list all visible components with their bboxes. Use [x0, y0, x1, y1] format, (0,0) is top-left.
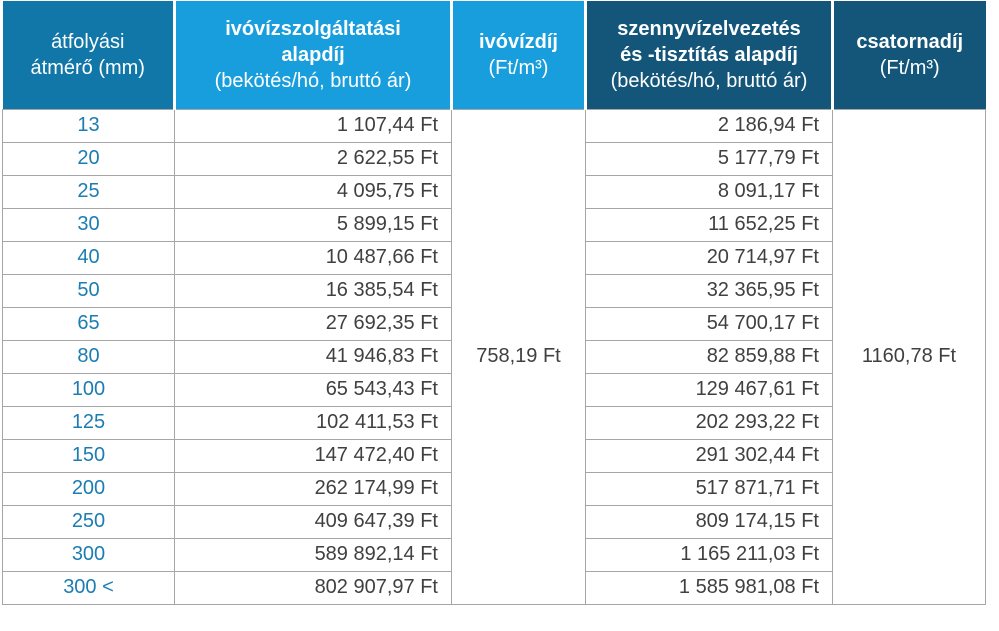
table-row: 80 41 946,83 Ft 82 859,88 Ft: [2, 339, 986, 374]
column-header-sewer-unit-fee: csatornadíj (Ft/m³): [831, 1, 986, 109]
water-base-fee-cell: 802 907,97 Ft: [174, 570, 452, 605]
sewer-base-fee-cell: 1 585 981,08 Ft: [585, 570, 833, 605]
water-base-fee-cell: 262 174,99 Ft: [174, 471, 452, 506]
sewer-base-fee-cell: 54 700,17 Ft: [585, 306, 833, 341]
diameter-cell: 300: [2, 537, 175, 572]
sewer-base-fee-cell: 82 859,88 Ft: [585, 339, 833, 374]
water-base-fee-cell: 27 692,35 Ft: [174, 306, 452, 341]
table-row: 300 <802 907,97 Ft 1 585 981,08 Ft: [2, 570, 986, 605]
water-base-fee-cell: 65 543,43 Ft: [174, 372, 452, 407]
table-row: 20 2 622,55 Ft 5 177,79 Ft: [2, 141, 986, 176]
diameter-cell: 40: [2, 240, 175, 275]
diameter-cell: 25: [2, 174, 175, 209]
sewer-base-fee-cell: 8 091,17 Ft: [585, 174, 833, 209]
water-base-fee-cell: 1 107,44 Ft: [174, 108, 452, 143]
header-title-line: ivóvízdíj: [479, 30, 558, 53]
table-row: 125 102 411,53 Ft 202 293,22 Ft: [2, 405, 986, 440]
water-unit-fee-cell: 758,19 Ft: [451, 108, 586, 605]
sewer-base-fee-cell: 1 165 211,03 Ft: [585, 537, 833, 572]
header-title-line: csatornadíj: [856, 30, 964, 53]
table-row: 13 1 107,44 Ft 758,19 Ft 2 186,94 Ft 1160,78…: [2, 108, 986, 605]
table-row: 100 65 543,43 Ft 129 467,61 Ft: [2, 372, 986, 407]
water-base-fee-cell: 10 487,66 Ft: [174, 240, 452, 275]
diameter-cell: 300 <: [2, 570, 175, 605]
diameter-cell: 150: [2, 438, 175, 473]
table-row: 200 262 174,99 Ft 517 871,71 Ft: [2, 471, 986, 506]
water-base-fee-cell: 16 385,54 Ft: [174, 273, 452, 308]
pricing-table: átfolyási átmérő (mm) ivóvízszolgáltatás…: [2, 1, 986, 605]
table-row: 30 5 899,15 Ft 11 652,25 Ft: [2, 207, 986, 242]
diameter-cell: 30: [2, 207, 175, 242]
header-title-line: alapdíj: [281, 43, 345, 66]
diameter-cell: 65: [2, 306, 175, 341]
header-title-line: átfolyási: [51, 30, 125, 53]
table-row: 150 147 472,40 Ft 291 302,44 Ft: [2, 438, 986, 473]
sewer-base-fee-cell: 202 293,22 Ft: [585, 405, 833, 440]
sewer-base-fee-cell: 20 714,97 Ft: [585, 240, 833, 275]
water-base-fee-cell: 2 622,55 Ft: [174, 141, 452, 176]
column-header-sewer-base-fee: szennyvízelvezetés és -tisztítás alapdíj…: [584, 1, 833, 109]
sewer-base-fee-cell: 517 871,71 Ft: [585, 471, 833, 506]
column-header-water-unit-fee: ivóvízdíj (Ft/m³): [450, 1, 586, 109]
sewer-base-fee-cell: 809 174,15 Ft: [585, 504, 833, 539]
header-sub-line: (Ft/m³): [879, 56, 940, 79]
sewer-base-fee-cell: 5 177,79 Ft: [585, 141, 833, 176]
diameter-cell: 50: [2, 273, 175, 308]
water-base-fee-cell: 147 472,40 Ft: [174, 438, 452, 473]
diameter-cell: 80: [2, 339, 175, 374]
column-header-diameter: átfolyási átmérő (mm): [2, 1, 175, 109]
diameter-cell: 20: [2, 141, 175, 176]
water-base-fee-cell: 4 095,75 Ft: [174, 174, 452, 209]
sewer-base-fee-cell: 291 302,44 Ft: [585, 438, 833, 473]
table-row: 65 27 692,35 Ft 54 700,17 Ft: [2, 306, 986, 341]
water-base-fee-cell: 5 899,15 Ft: [174, 207, 452, 242]
sewer-base-fee-cell: 32 365,95 Ft: [585, 273, 833, 308]
header-title-line: ivóvízszolgáltatási: [225, 17, 401, 40]
sewer-base-fee-cell: 2 186,94 Ft: [585, 108, 833, 143]
diameter-cell: 13: [2, 108, 175, 143]
column-header-water-base-fee: ivóvízszolgáltatási alapdíj (bekötés/hó,…: [173, 1, 452, 109]
header-sub-line: (Ft/m³): [488, 56, 549, 79]
water-base-fee-cell: 589 892,14 Ft: [174, 537, 452, 572]
table-body: 13 1 107,44 Ft 758,19 Ft 2 186,94 Ft 1160,78…: [2, 108, 986, 605]
table-row: 25 4 095,75 Ft 8 091,17 Ft: [2, 174, 986, 209]
water-base-fee-cell: 102 411,53 Ft: [174, 405, 452, 440]
diameter-cell: 125: [2, 405, 175, 440]
water-base-fee-cell: 409 647,39 Ft: [174, 504, 452, 539]
diameter-cell: 100: [2, 372, 175, 407]
header-sub-line: (bekötés/hó, bruttó ár): [610, 69, 808, 92]
water-base-fee-cell: 41 946,83 Ft: [174, 339, 452, 374]
sewer-base-fee-cell: 129 467,61 Ft: [585, 372, 833, 407]
header-title-line: átmérő (mm): [30, 56, 145, 79]
header-title-line: szennyvízelvezetés: [617, 17, 801, 40]
table-header-row: átfolyási átmérő (mm) ivóvízszolgáltatás…: [2, 1, 986, 109]
diameter-cell: 200: [2, 471, 175, 506]
header-sub-line: (bekötés/hó, bruttó ár): [214, 69, 412, 92]
table-row: 40 10 487,66 Ft 20 714,97 Ft: [2, 240, 986, 275]
header-title-line: és -tisztítás alapdíj: [620, 43, 798, 66]
sewer-base-fee-cell: 11 652,25 Ft: [585, 207, 833, 242]
table-row: 50 16 385,54 Ft 32 365,95 Ft: [2, 273, 986, 308]
diameter-cell: 250: [2, 504, 175, 539]
sewer-unit-fee-cell: 1160,78 Ft: [832, 108, 986, 605]
